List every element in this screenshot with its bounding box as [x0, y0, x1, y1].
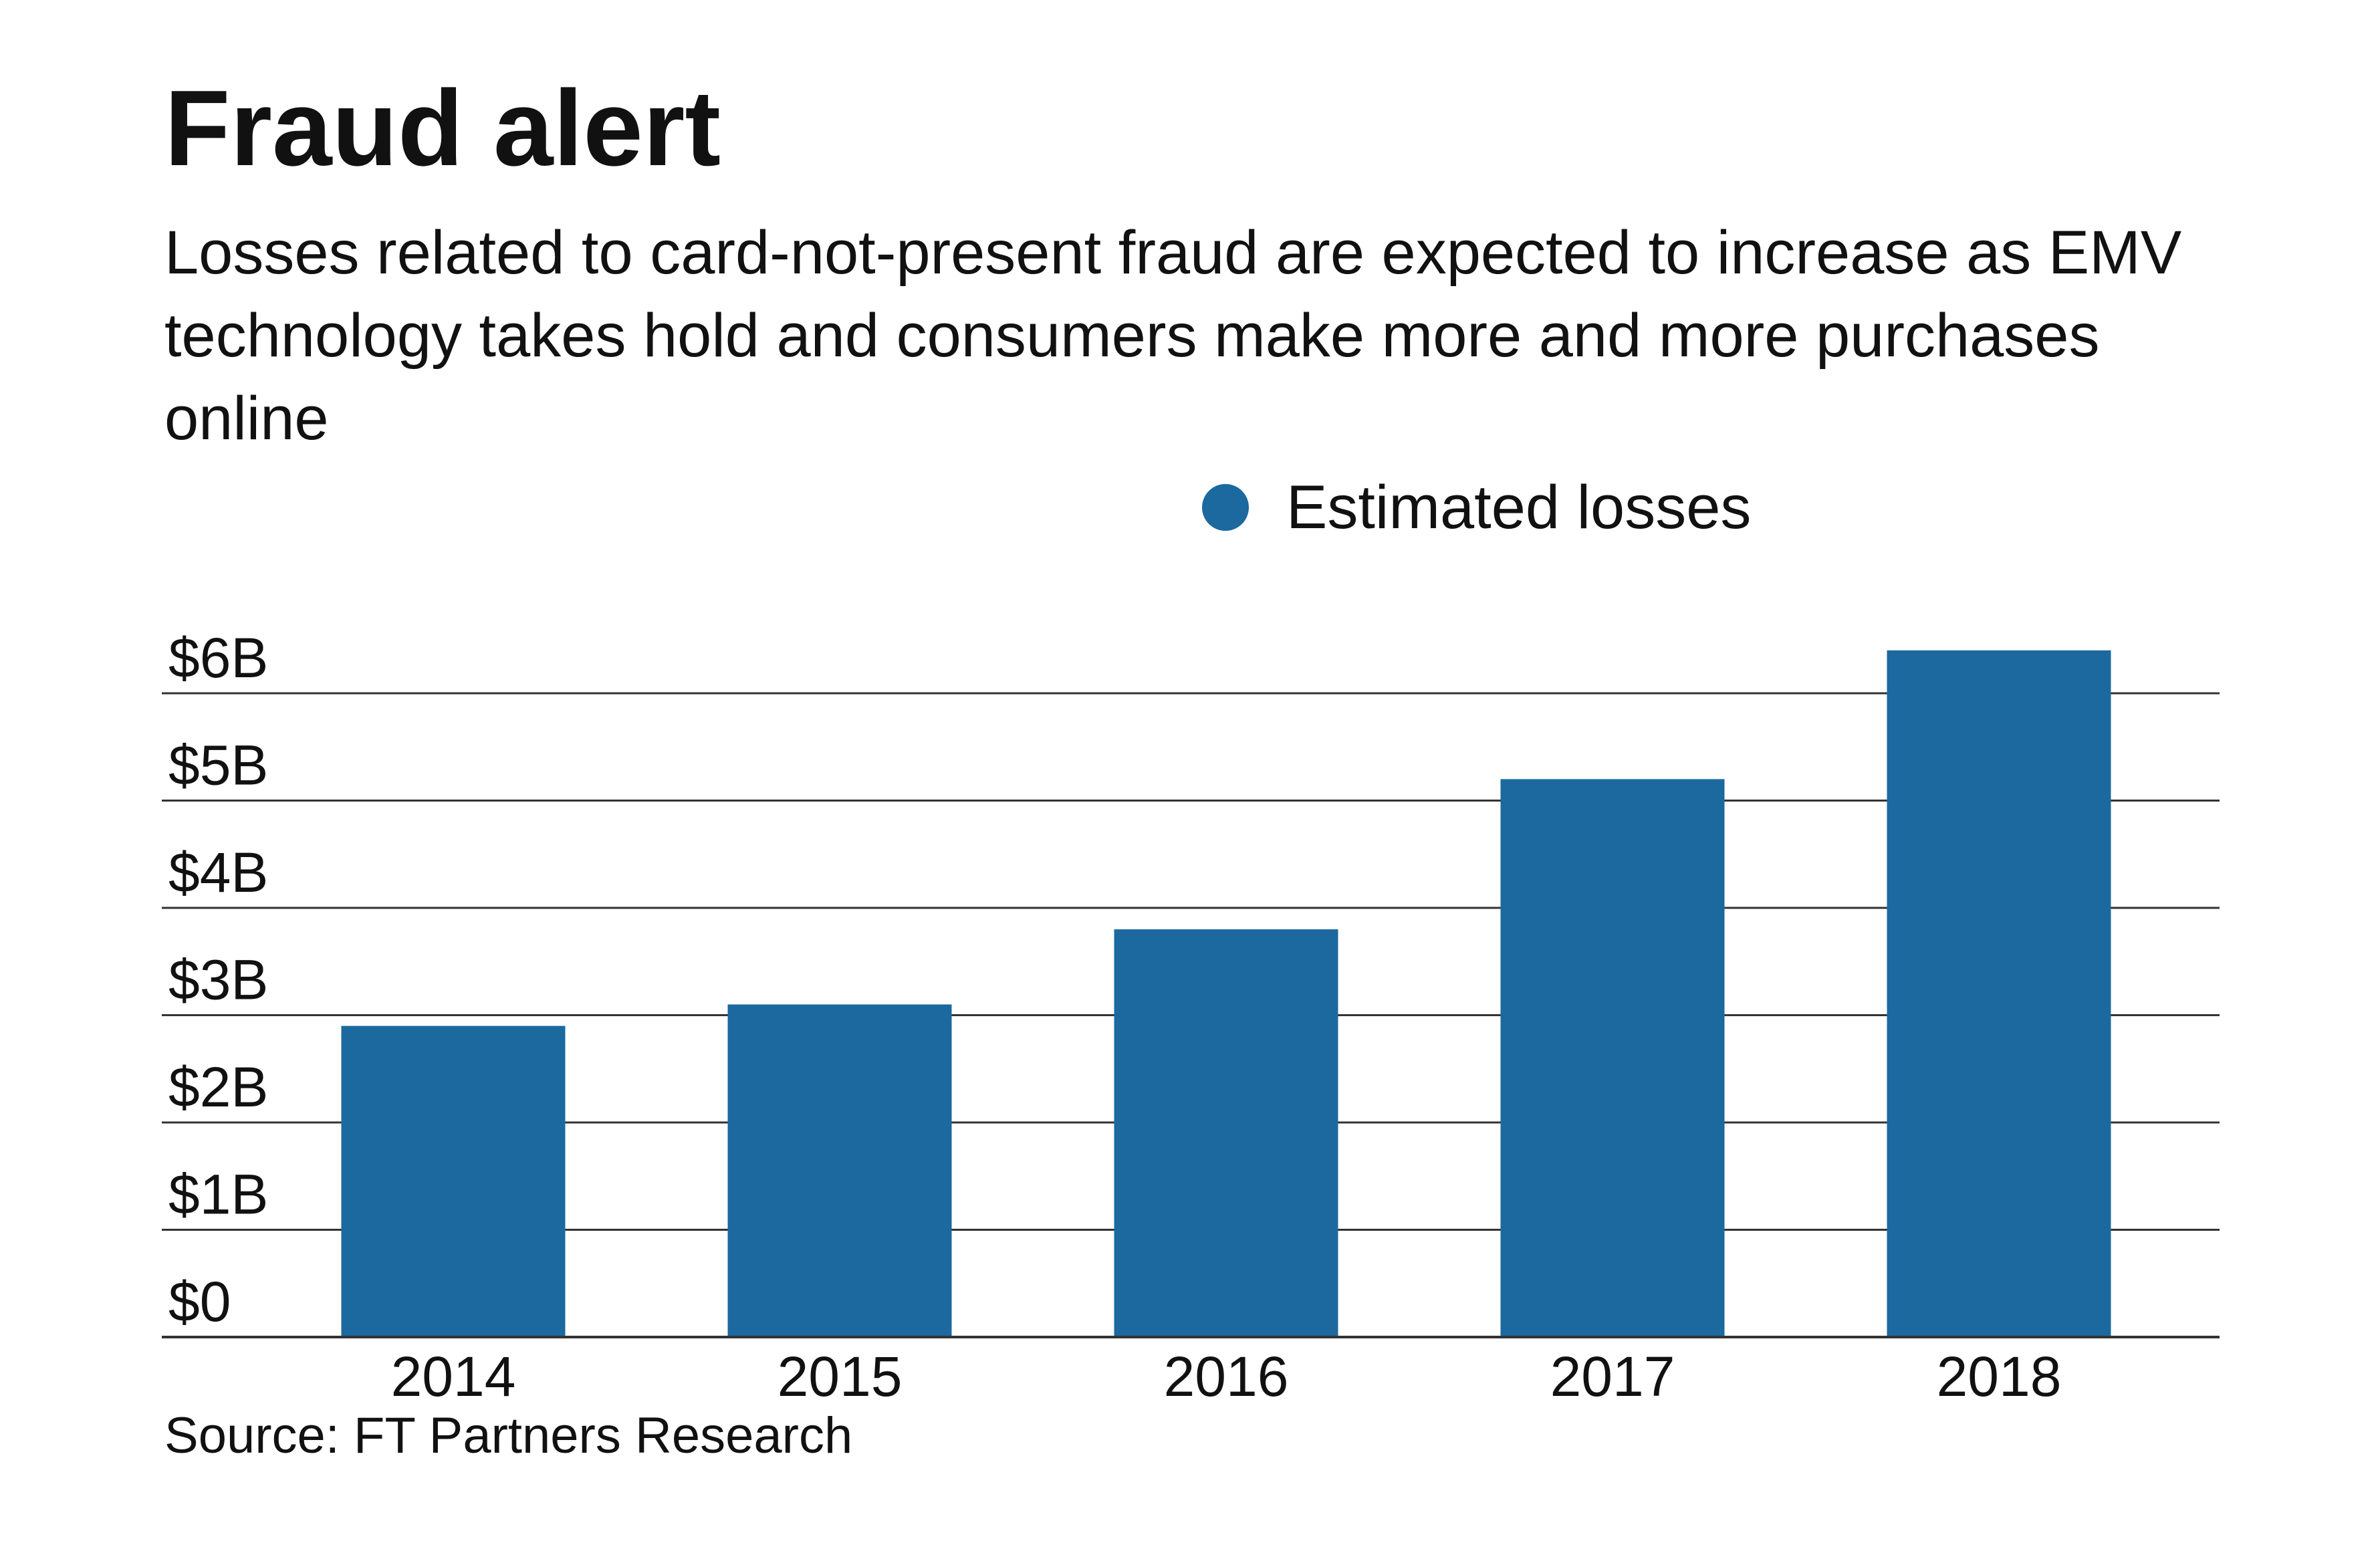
- y-tick-label: $3B: [168, 949, 268, 1011]
- bar-2017: [1500, 779, 1725, 1337]
- y-tick-label: $5B: [168, 734, 268, 797]
- y-tick-label: $2B: [168, 1056, 268, 1118]
- legend-label: Estimated losses: [1286, 473, 1752, 542]
- x-tick-label: 2015: [778, 1345, 903, 1408]
- x-tick-label: 2014: [391, 1345, 516, 1408]
- bar-2016: [1114, 929, 1338, 1337]
- chart-subtitle: Losses related to card-not-present fraud…: [164, 219, 2182, 453]
- bar-2018: [1887, 650, 2111, 1337]
- bar-2014: [341, 1026, 566, 1337]
- legend-swatch: [1202, 484, 1249, 531]
- y-tick-label: $4B: [168, 841, 268, 904]
- bar-2015: [727, 1004, 952, 1337]
- source-note: Source: FT Partners Research: [164, 1407, 853, 1464]
- x-tick-label: 2016: [1164, 1345, 1289, 1408]
- y-tick-label: $1B: [168, 1163, 268, 1226]
- y-tick-label: $0: [168, 1270, 231, 1333]
- y-tick-labels: $0 $1B $2B $3B $4B $5B $6B: [168, 626, 268, 1333]
- x-tick-label: 2017: [1550, 1345, 1675, 1408]
- chart-title: Fraud alert: [164, 68, 721, 189]
- bars: [341, 650, 2111, 1337]
- legend: Estimated losses: [1202, 471, 1751, 544]
- y-tick-label: $6B: [168, 626, 268, 689]
- x-tick-labels: 2014 2015 2016 2017 2018: [391, 1345, 2062, 1408]
- x-tick-label: 2018: [1937, 1345, 2062, 1408]
